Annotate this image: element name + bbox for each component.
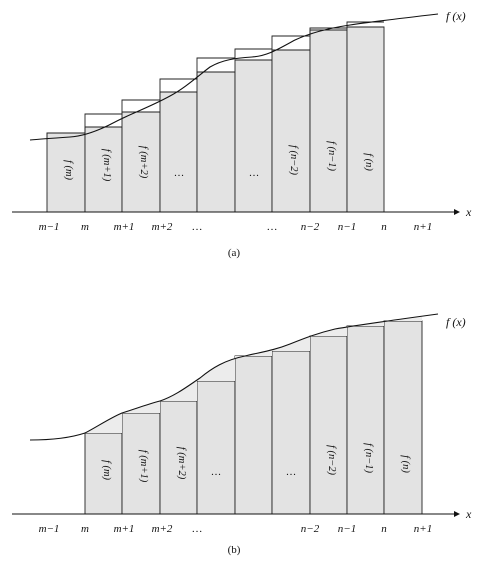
panel-a-tick-labels: m−1 m m+1 m+2 … … n−2 n−1 n n+1 [39, 221, 433, 233]
panel-b-bar-n1 [309, 335, 348, 514]
panel-b-bar-label: f (m+1) [138, 450, 149, 483]
panel-a-bar-label: f (n) [363, 153, 374, 171]
panel-b-tick: m [81, 523, 89, 535]
panel-b-tick: m+2 [152, 523, 173, 535]
panel-a-x-arrow [454, 209, 460, 215]
panel-a-tick: … [192, 221, 203, 233]
panel-b: x f (x) f (m) f (m+1) f (m+2) … … f (n−2… [12, 313, 472, 556]
panel-a-bar-n [309, 29, 348, 212]
panel-a-bar-n2 [234, 59, 273, 212]
panel-b-tick-labels: m−1 m m+1 m+2 … n−2 n−1 n n+1 [39, 523, 433, 535]
panel-b-tick: … [192, 523, 203, 535]
panel-a-x-label: x [465, 205, 472, 219]
panel-a-bar-label: f (m+2) [138, 146, 149, 179]
panel-a-tick: n+1 [414, 221, 432, 233]
panel-a-bar-label: … [174, 168, 185, 179]
panel-b-tick: n+1 [414, 523, 432, 535]
panel-b-bar-label: … [211, 467, 222, 478]
panel-a-tick: m [81, 221, 89, 233]
panel-a-fx-label: f (x) [446, 9, 466, 23]
panel-a-tick: n [381, 221, 387, 233]
panel-b-bar-labels: f (m) f (m+1) f (m+2) … … f (n−2) f (n−1… [101, 443, 411, 483]
panel-b-bar-4 [196, 380, 236, 514]
panel-a-tick: m+1 [114, 221, 135, 233]
panel-b-bar-label: f (n−2) [326, 445, 337, 476]
panel-a-bar-label: f (n−1) [326, 141, 337, 172]
panel-a-bar-label: … [249, 168, 260, 179]
panel-a-bar-label: f (m+1) [101, 149, 112, 182]
panel-b-caption: (b) [228, 544, 241, 556]
panel-b-tick: n [381, 523, 387, 535]
panel-b-bar-label: f (m+2) [176, 447, 187, 480]
panel-a-bar-labels: f (m) f (m+1) f (m+2) … … f (n−2) f (n−1… [63, 141, 374, 182]
panel-b-tick: m−1 [39, 523, 60, 535]
panel-a-tick: m−1 [39, 221, 60, 233]
panel-a-tick: m+2 [152, 221, 173, 233]
panel-a-bar-label: f (n−2) [288, 145, 299, 176]
panel-a-curve [29, 13, 439, 141]
panel-b-tick: n−2 [301, 523, 320, 535]
panel-b-bar-last [383, 320, 423, 514]
panel-b-bar-label: f (n−1) [363, 443, 374, 474]
panel-b-x-arrow [454, 511, 460, 517]
panel-b-bar-n [346, 325, 385, 514]
panel-a-tick: n−1 [338, 221, 356, 233]
panel-a-step-outline [46, 21, 384, 140]
panel-a-bar-n1 [271, 49, 311, 212]
panel-b-bar-5 [234, 355, 273, 514]
panel-b-x-label: x [465, 507, 472, 521]
panel-b-fx-label: f (x) [446, 315, 466, 329]
panel-a-tick: n−2 [301, 221, 320, 233]
panel-b-bar-label: f (m) [101, 460, 112, 481]
panel-b-curve-shading [85, 317, 422, 433]
panel-a-bar-last [346, 26, 385, 212]
panel-b-tick: m+1 [114, 523, 135, 535]
panel-a: x f (x) f (m) f (m+1) f (m+2) … … f (n−2… [12, 9, 472, 259]
panel-a-tick: … [267, 221, 278, 233]
panel-b-bars [84, 320, 423, 514]
panel-b-tick: n−1 [338, 523, 356, 535]
panel-b-curve [29, 313, 439, 441]
panel-b-bar-label: f (n) [400, 455, 411, 473]
panel-a-bars [46, 26, 385, 212]
panel-b-bar-label: … [286, 467, 297, 478]
panel-a-bar-4 [159, 91, 198, 212]
panel-b-bar-n2 [271, 350, 311, 514]
panel-a-caption: (a) [228, 247, 241, 259]
panel-a-bar-label: f (m) [63, 160, 74, 181]
panel-a-bar-5 [196, 71, 236, 212]
